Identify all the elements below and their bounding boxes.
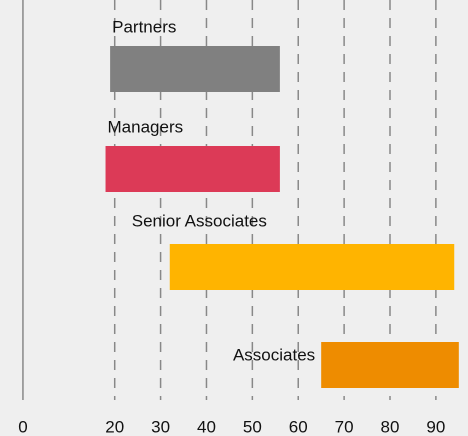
bar-label: Senior Associates xyxy=(132,211,267,230)
x-tick-label: 60 xyxy=(289,417,308,436)
x-tick-label: 50 xyxy=(243,417,262,436)
x-tick-label: 90 xyxy=(426,417,445,436)
bar xyxy=(110,46,280,92)
x-tick-label: 30 xyxy=(151,417,170,436)
bar-label: Managers xyxy=(108,117,184,136)
bar xyxy=(169,244,455,290)
x-tick-label: 20 xyxy=(105,417,124,436)
x-tick-label: 70 xyxy=(335,417,354,436)
x-tick-label: 80 xyxy=(381,417,400,436)
x-tick-label: 40 xyxy=(197,417,216,436)
bar-label: Associates xyxy=(233,345,315,364)
bar xyxy=(105,146,280,192)
bar xyxy=(321,342,459,388)
x-tick-label: 0 xyxy=(18,417,27,436)
bar-label: Partners xyxy=(112,17,176,36)
